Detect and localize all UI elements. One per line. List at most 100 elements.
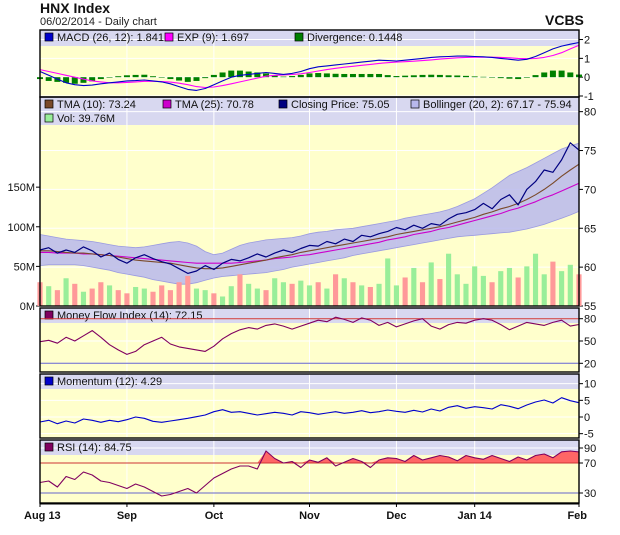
y-tick-label: 75 [584,146,596,158]
y-tick-label: 55 [584,301,596,313]
divergence-bar [315,73,322,78]
divergence-bar [202,77,209,79]
divergence-bar [89,77,96,82]
divergence-bar [280,76,287,78]
divergence-bar [236,70,243,78]
legend-label: RSI (14): 84.75 [57,442,132,454]
x-tick-label: Sep [117,510,137,522]
volume-bar [106,285,113,306]
y-tick-label: 90 [584,443,596,455]
volume-bar [263,290,269,306]
y-tick-label: 20 [584,358,596,370]
volume-bar [532,253,539,306]
y-tick-label: 80 [584,107,596,119]
divergence-bar [80,77,87,83]
divergence-bar [523,77,530,78]
y-tick-label: 0 [584,72,590,84]
volume-bar [402,277,408,306]
volume-bar [228,286,234,306]
volume-bar [280,282,286,306]
divergence-bar [123,75,130,78]
divergence-bar [210,74,217,78]
volume-bar [480,275,486,306]
y-tick-label: 50 [584,336,596,348]
vol-tick-label: 0M [20,301,35,313]
legend-swatch [410,99,420,109]
volume-bar [133,286,139,306]
divergence-bar [271,75,278,78]
volume-bar [393,285,400,306]
legend-label: EXP (9): 1.697 [177,32,249,44]
momentum-line [39,397,580,425]
volume-bar [411,267,417,306]
vol-tick-label: 150M [7,182,35,194]
volume-bar [246,283,252,306]
legend-swatch [44,310,54,320]
volume-bar [211,293,217,306]
divergence-bar [306,73,313,78]
divergence-bar [254,72,261,78]
divergence-bar [289,76,296,78]
y-tick-label: 0 [584,412,590,424]
divergence-bar [176,77,183,81]
volume-bar [350,282,356,306]
volume-bar [298,280,304,306]
volume-bar [202,290,208,306]
mfi-line [39,316,580,355]
volume-bar [437,279,443,306]
volume-bar [498,271,504,306]
divergence-bar [402,75,409,78]
volume-bar [515,277,521,306]
volume-bar [333,274,339,306]
volume-bar [567,264,573,306]
panel-border [39,373,580,439]
divergence-bar [219,72,226,78]
volume-bar [272,278,278,306]
y-tick-label: 1 [584,53,590,65]
divergence-bar [384,75,391,78]
divergence-bar [184,77,191,82]
divergence-bar [193,77,200,81]
divergence-bar [323,73,330,78]
divergence-bar [471,76,478,78]
volume-bar [141,288,147,306]
volume-bar [489,282,495,306]
volume-bar [315,282,321,306]
legend-swatch [164,32,174,42]
source-label: VCBS [545,12,584,28]
divergence-bar [106,77,113,78]
volume-bar [524,266,530,306]
divergence-bar [497,77,504,79]
legend-swatch [294,32,304,42]
divergence-bar [228,70,235,78]
volume-bar [185,275,191,306]
divergence-bar [549,70,556,78]
volume-bar [54,290,60,306]
volume-bar [454,274,460,306]
volume-bar [159,285,165,306]
panel-border [39,307,580,373]
divergence-bar [141,74,148,78]
legend-label: Closing Price: 75.05 [291,99,389,111]
volume-bar [385,258,391,306]
divergence-bar [541,72,548,78]
chart-subtitle: 06/02/2014 - Daily chart [40,16,157,28]
y-tick-label: 5 [584,395,590,407]
legend-label: TMA (25): 70.78 [175,99,254,111]
divergence-bar [480,76,487,78]
vol-tick-label: 100M [7,222,35,234]
macd-line [39,41,580,91]
volume-bar [506,267,513,306]
volume-bar [80,291,87,306]
rsi-line [39,450,580,497]
divergence-bar [45,77,52,81]
volume-bar [89,288,95,306]
volume-bar [428,262,434,306]
legend-label: Divergence: 0.1448 [307,32,402,44]
divergence-bar [454,75,461,78]
volume-bar [193,288,200,306]
volume-bar [446,253,452,306]
x-tick-label: Oct [205,510,224,522]
tma25-line [40,182,580,264]
